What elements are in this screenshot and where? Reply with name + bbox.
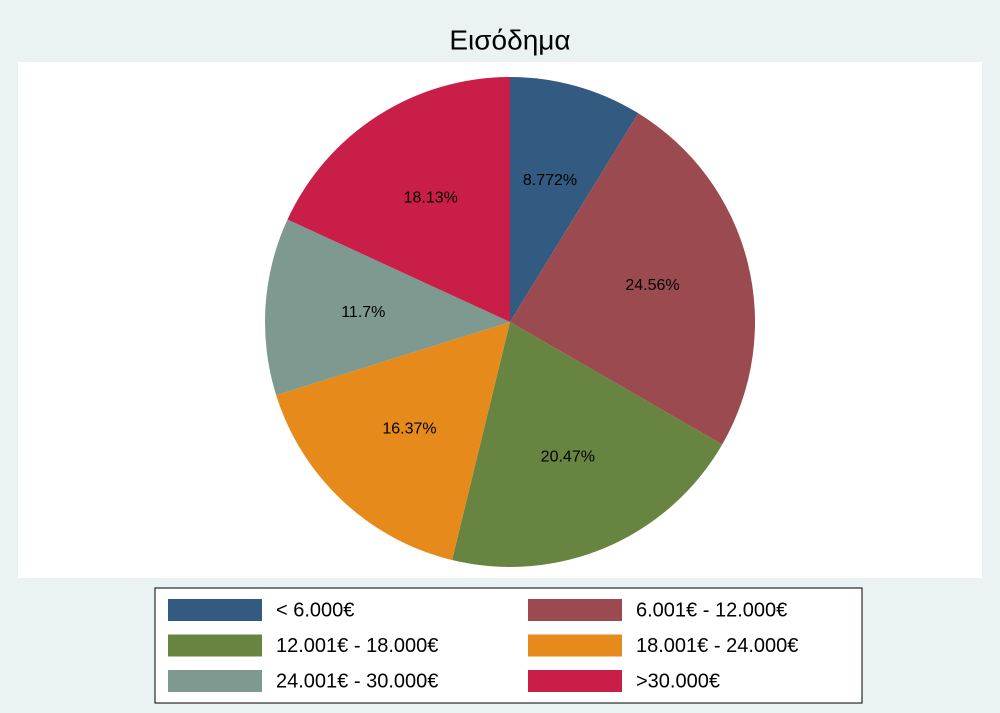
legend-label: >30.000€ <box>636 670 720 692</box>
pie-slice <box>264 219 510 396</box>
pie-slice <box>452 322 723 567</box>
legend-swatch <box>528 670 622 692</box>
legend <box>154 587 863 704</box>
data-label: 20.47% <box>541 448 595 465</box>
legend-swatch <box>168 599 262 621</box>
pie-slice <box>510 77 639 322</box>
data-label: 8.772% <box>523 172 577 189</box>
legend-swatch <box>168 670 262 692</box>
data-label: 16.37% <box>382 420 436 437</box>
legend-label: 12.001€ - 18.000€ <box>276 635 438 657</box>
legend-swatch <box>528 634 622 657</box>
legend-swatch <box>168 634 262 657</box>
legend-label: < 6.000€ <box>276 599 354 621</box>
legend-swatch <box>528 599 622 621</box>
pie-slice <box>276 322 510 561</box>
pie-slice <box>510 113 755 445</box>
data-label: 24.56% <box>625 277 679 294</box>
pie-slice <box>287 77 510 322</box>
data-label: 11.7% <box>341 304 385 321</box>
chart-title: Εισόδημα <box>449 24 570 55</box>
legend-label: 18.001€ - 24.000€ <box>636 635 798 657</box>
data-label: 18.13% <box>404 189 458 206</box>
legend-label: 24.001€ - 30.000€ <box>276 670 438 692</box>
legend-label: 6.001€ - 12.000€ <box>636 599 787 621</box>
